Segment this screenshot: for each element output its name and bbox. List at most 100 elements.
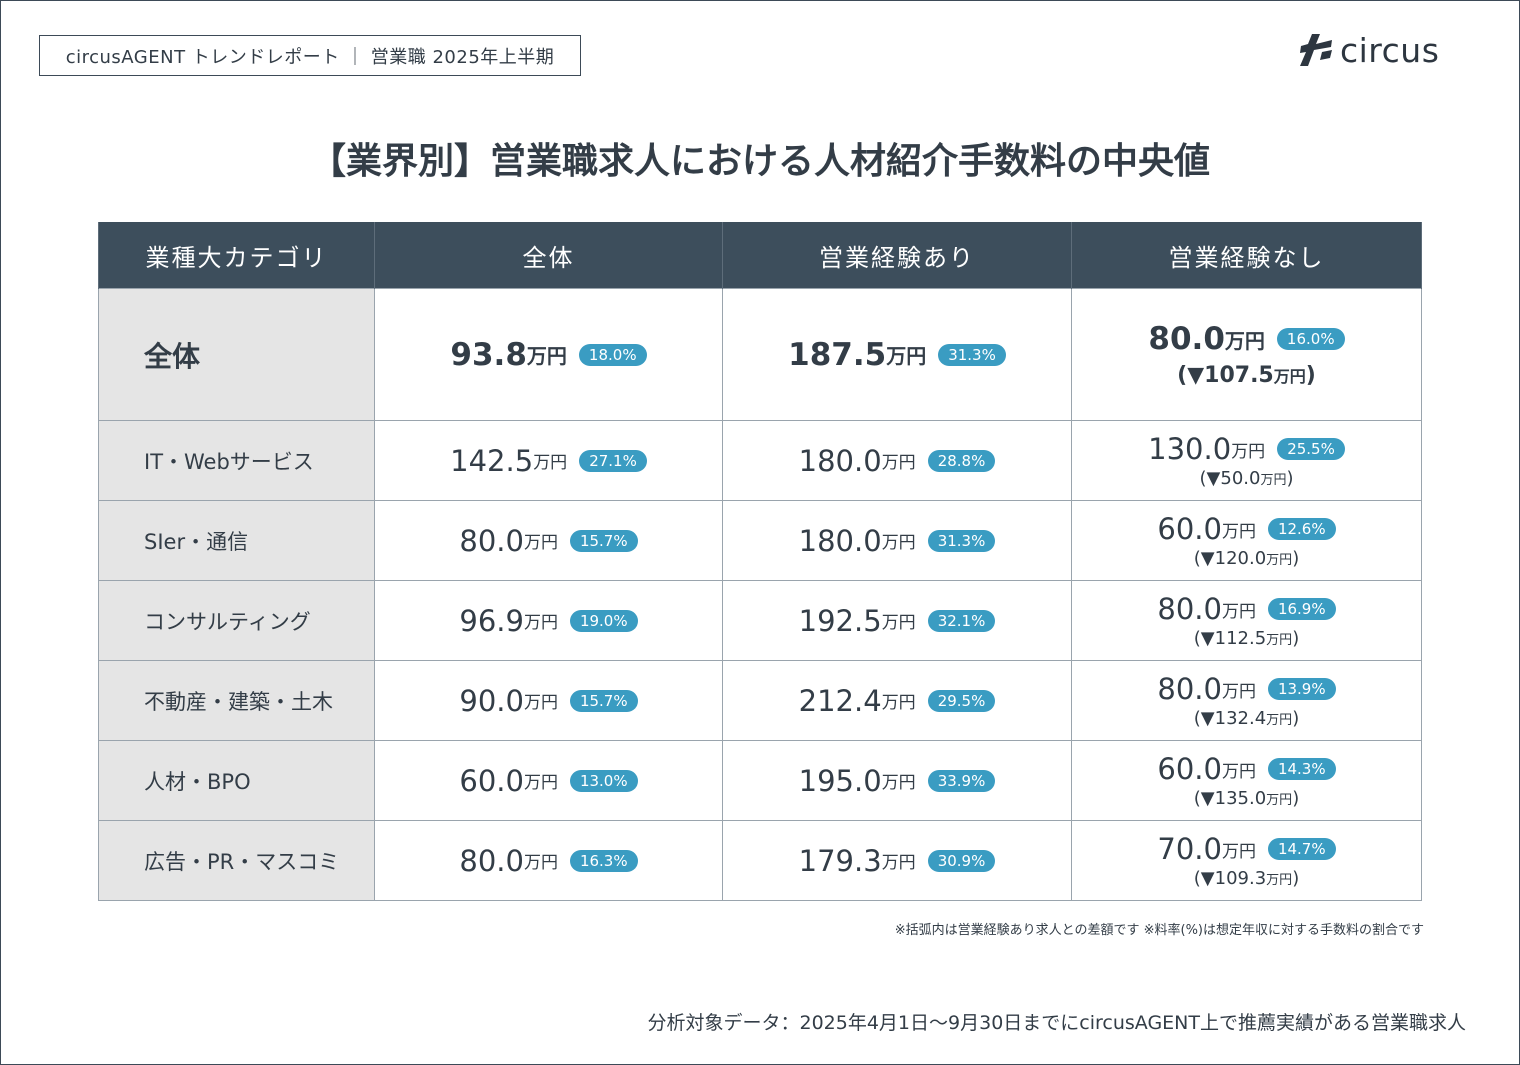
table-row: IT・Webサービス 142.5 万円 27.1% 180.0 万円 28.8% 130.0 万… [98,420,1422,501]
difference-close: ) [1305,363,1316,388]
fee-cell-all: 60.0 万円 13.0% [374,740,723,821]
fee-unit: 万円 [523,773,558,793]
rate-badge: 16.9% [1267,598,1336,620]
fee-value: 80.0 万円 13.9% [1157,672,1336,706]
category-cell: SIer・通信 [98,500,375,581]
rate-badge: 31.3% [927,529,996,552]
fee-cell-all: 80.0 万円 16.3% [374,820,723,901]
fee-cell-with-exp: 212.4 万円 29.5% [722,660,1072,741]
table-row: SIer・通信 80.0 万円 15.7% 180.0 万円 31.3% 60.0 万円 12.6… [98,500,1422,581]
fee-unit: 万円 [1224,328,1265,353]
fee-amount: 60.0 [1157,752,1222,786]
rate-badge: 27.1% [579,449,647,472]
rate-badge: 15.7% [569,689,638,712]
fee-unit: 万円 [881,693,916,713]
fee-cell-without-exp: 60.0 万円 14.3% (▼135.0万円) [1071,740,1422,821]
rate-badge: 32.1% [927,609,996,632]
fee-amount: 212.4 [798,683,882,718]
difference-amount: (▼120.0 [1193,548,1267,569]
fee-unit: 万円 [881,453,916,473]
fee-cell-all: 93.8 万円 18.0% [374,288,723,421]
fee-cell-without-exp: 80.0 万円 16.9% (▼112.5万円) [1071,580,1422,661]
fee-amount: 96.9 [459,603,524,638]
fee-value: 195.0 万円 33.9% [799,764,996,798]
fee-unit: 万円 [881,773,916,793]
fee-value: 60.0 万円 12.6% [1157,512,1336,546]
footnote: ※括弧内は営業経験あり求人との差額です ※料率(%)は想定年収に対する手数料の割… [894,923,1424,938]
data-source: 分析対象データ：2025年4月1日～9月30日までにcircusAGENT上で推… [647,1012,1466,1034]
fee-unit: 万円 [881,533,916,553]
fee-amount: 80.0 [1157,592,1222,626]
fee-cell-all: 96.9 万円 19.0% [374,580,723,661]
fee-cell-without-exp: 80.0 万円 13.9% (▼132.4万円) [1071,660,1422,741]
fee-value: 187.5 万円 31.3% [788,337,1006,373]
fee-unit: 万円 [1221,601,1256,622]
difference-value: (▼50.0万円) [1200,468,1294,489]
difference-value: (▼107.5万円) [1177,363,1316,388]
category-cell: IT・Webサービス [98,420,375,501]
table-row: コンサルティング 96.9 万円 19.0% 192.5 万円 32.1% 80.0 万円 16.… [98,580,1422,661]
fee-value: 130.0 万円 25.5% [1148,432,1345,466]
circus-logo-mark-icon [1300,34,1332,66]
fee-value: 212.4 万円 29.5% [799,684,996,718]
rate-badge: 14.7% [1267,838,1336,860]
fee-value: 180.0 万円 28.8% [799,444,996,478]
fee-unit: 万円 [523,693,558,713]
difference-unit: 万円 [1266,553,1293,568]
table-header-row: 業種大カテゴリ 全体 営業経験あり 営業経験なし [98,222,1422,289]
fee-amount: 80.0 [459,523,524,558]
rate-badge: 31.3% [938,343,1006,366]
fee-amount: 180.0 [798,523,882,558]
rate-badge: 13.9% [1267,678,1336,700]
fee-unit: 万円 [526,344,567,368]
fee-amount: 90.0 [459,683,524,718]
difference-amount: (▼112.5 [1193,628,1267,649]
difference-close: ) [1292,628,1300,649]
header-without-experience: 営業経験なし [1071,222,1422,289]
fee-unit: 万円 [1221,841,1256,862]
rate-badge: 19.0% [569,609,638,632]
fee-value: 192.5 万円 32.1% [799,604,996,638]
rate-badge: 16.0% [1276,328,1345,350]
difference-value: (▼120.0万円) [1194,548,1299,569]
fee-unit: 万円 [523,853,558,873]
difference-close: ) [1292,548,1300,569]
fee-amount: 80.0 [1148,321,1225,357]
rate-badge: 14.3% [1267,758,1336,780]
fee-unit: 万円 [1221,521,1256,542]
fee-amount: 93.8 [450,336,527,373]
fee-amount: 70.0 [1157,832,1222,866]
rate-badge: 28.8% [927,449,996,472]
circus-logo: circus [1298,30,1478,70]
fee-value: 80.0 万円 16.0% [1148,321,1345,357]
fee-cell-with-exp: 192.5 万円 32.1% [722,580,1072,661]
difference-unit: 万円 [1266,633,1293,648]
fee-cell-all: 142.5 万円 27.1% [374,420,723,501]
difference-value: (▼112.5万円) [1194,628,1299,649]
fee-cell-all: 90.0 万円 15.7% [374,660,723,741]
table-row-overall: 全体 93.8 万円 18.0% 187.5 万円 31.3% 80.0 万円 16.0% (▼10… [98,288,1422,421]
table-row: 広告・PR・マスコミ 80.0 万円 16.3% 179.3 万円 30.9% 70.0 万円 1… [98,820,1422,901]
table-row: 不動産・建築・土木 90.0 万円 15.7% 212.4 万円 29.5% 80.0 万円 13… [98,660,1422,741]
category-cell: 広告・PR・マスコミ [98,820,375,901]
difference-unit: 万円 [1266,793,1293,808]
difference-amount: (▼107.5 [1177,363,1274,388]
fee-value: 142.5 万円 27.1% [450,444,647,478]
fee-cell-with-exp: 180.0 万円 28.8% [722,420,1072,501]
difference-value: (▼135.0万円) [1194,788,1299,809]
fee-table: 業種大カテゴリ 全体 営業経験あり 営業経験なし 全体 93.8 万円 18.0% 18… [98,222,1422,901]
fee-value: 80.0 万円 15.7% [459,523,638,558]
fee-unit: 万円 [523,533,558,553]
fee-amount: 80.0 [459,843,524,878]
fee-unit: 万円 [1221,681,1256,702]
fee-cell-with-exp: 195.0 万円 33.9% [722,740,1072,821]
fee-cell-without-exp: 80.0 万円 16.0% (▼107.5万円) [1071,288,1422,421]
difference-value: (▼109.3万円) [1194,868,1299,889]
difference-close: ) [1292,708,1300,729]
fee-cell-with-exp: 187.5 万円 31.3% [722,288,1072,421]
rate-badge: 13.0% [569,769,638,792]
fee-value: 80.0 万円 16.3% [459,843,638,878]
fee-value: 180.0 万円 31.3% [799,524,996,558]
fee-amount: 60.0 [1157,512,1222,546]
report-tag: circusAGENT トレンドレポート ｜ 営業職 2025年上半期 [39,35,581,76]
